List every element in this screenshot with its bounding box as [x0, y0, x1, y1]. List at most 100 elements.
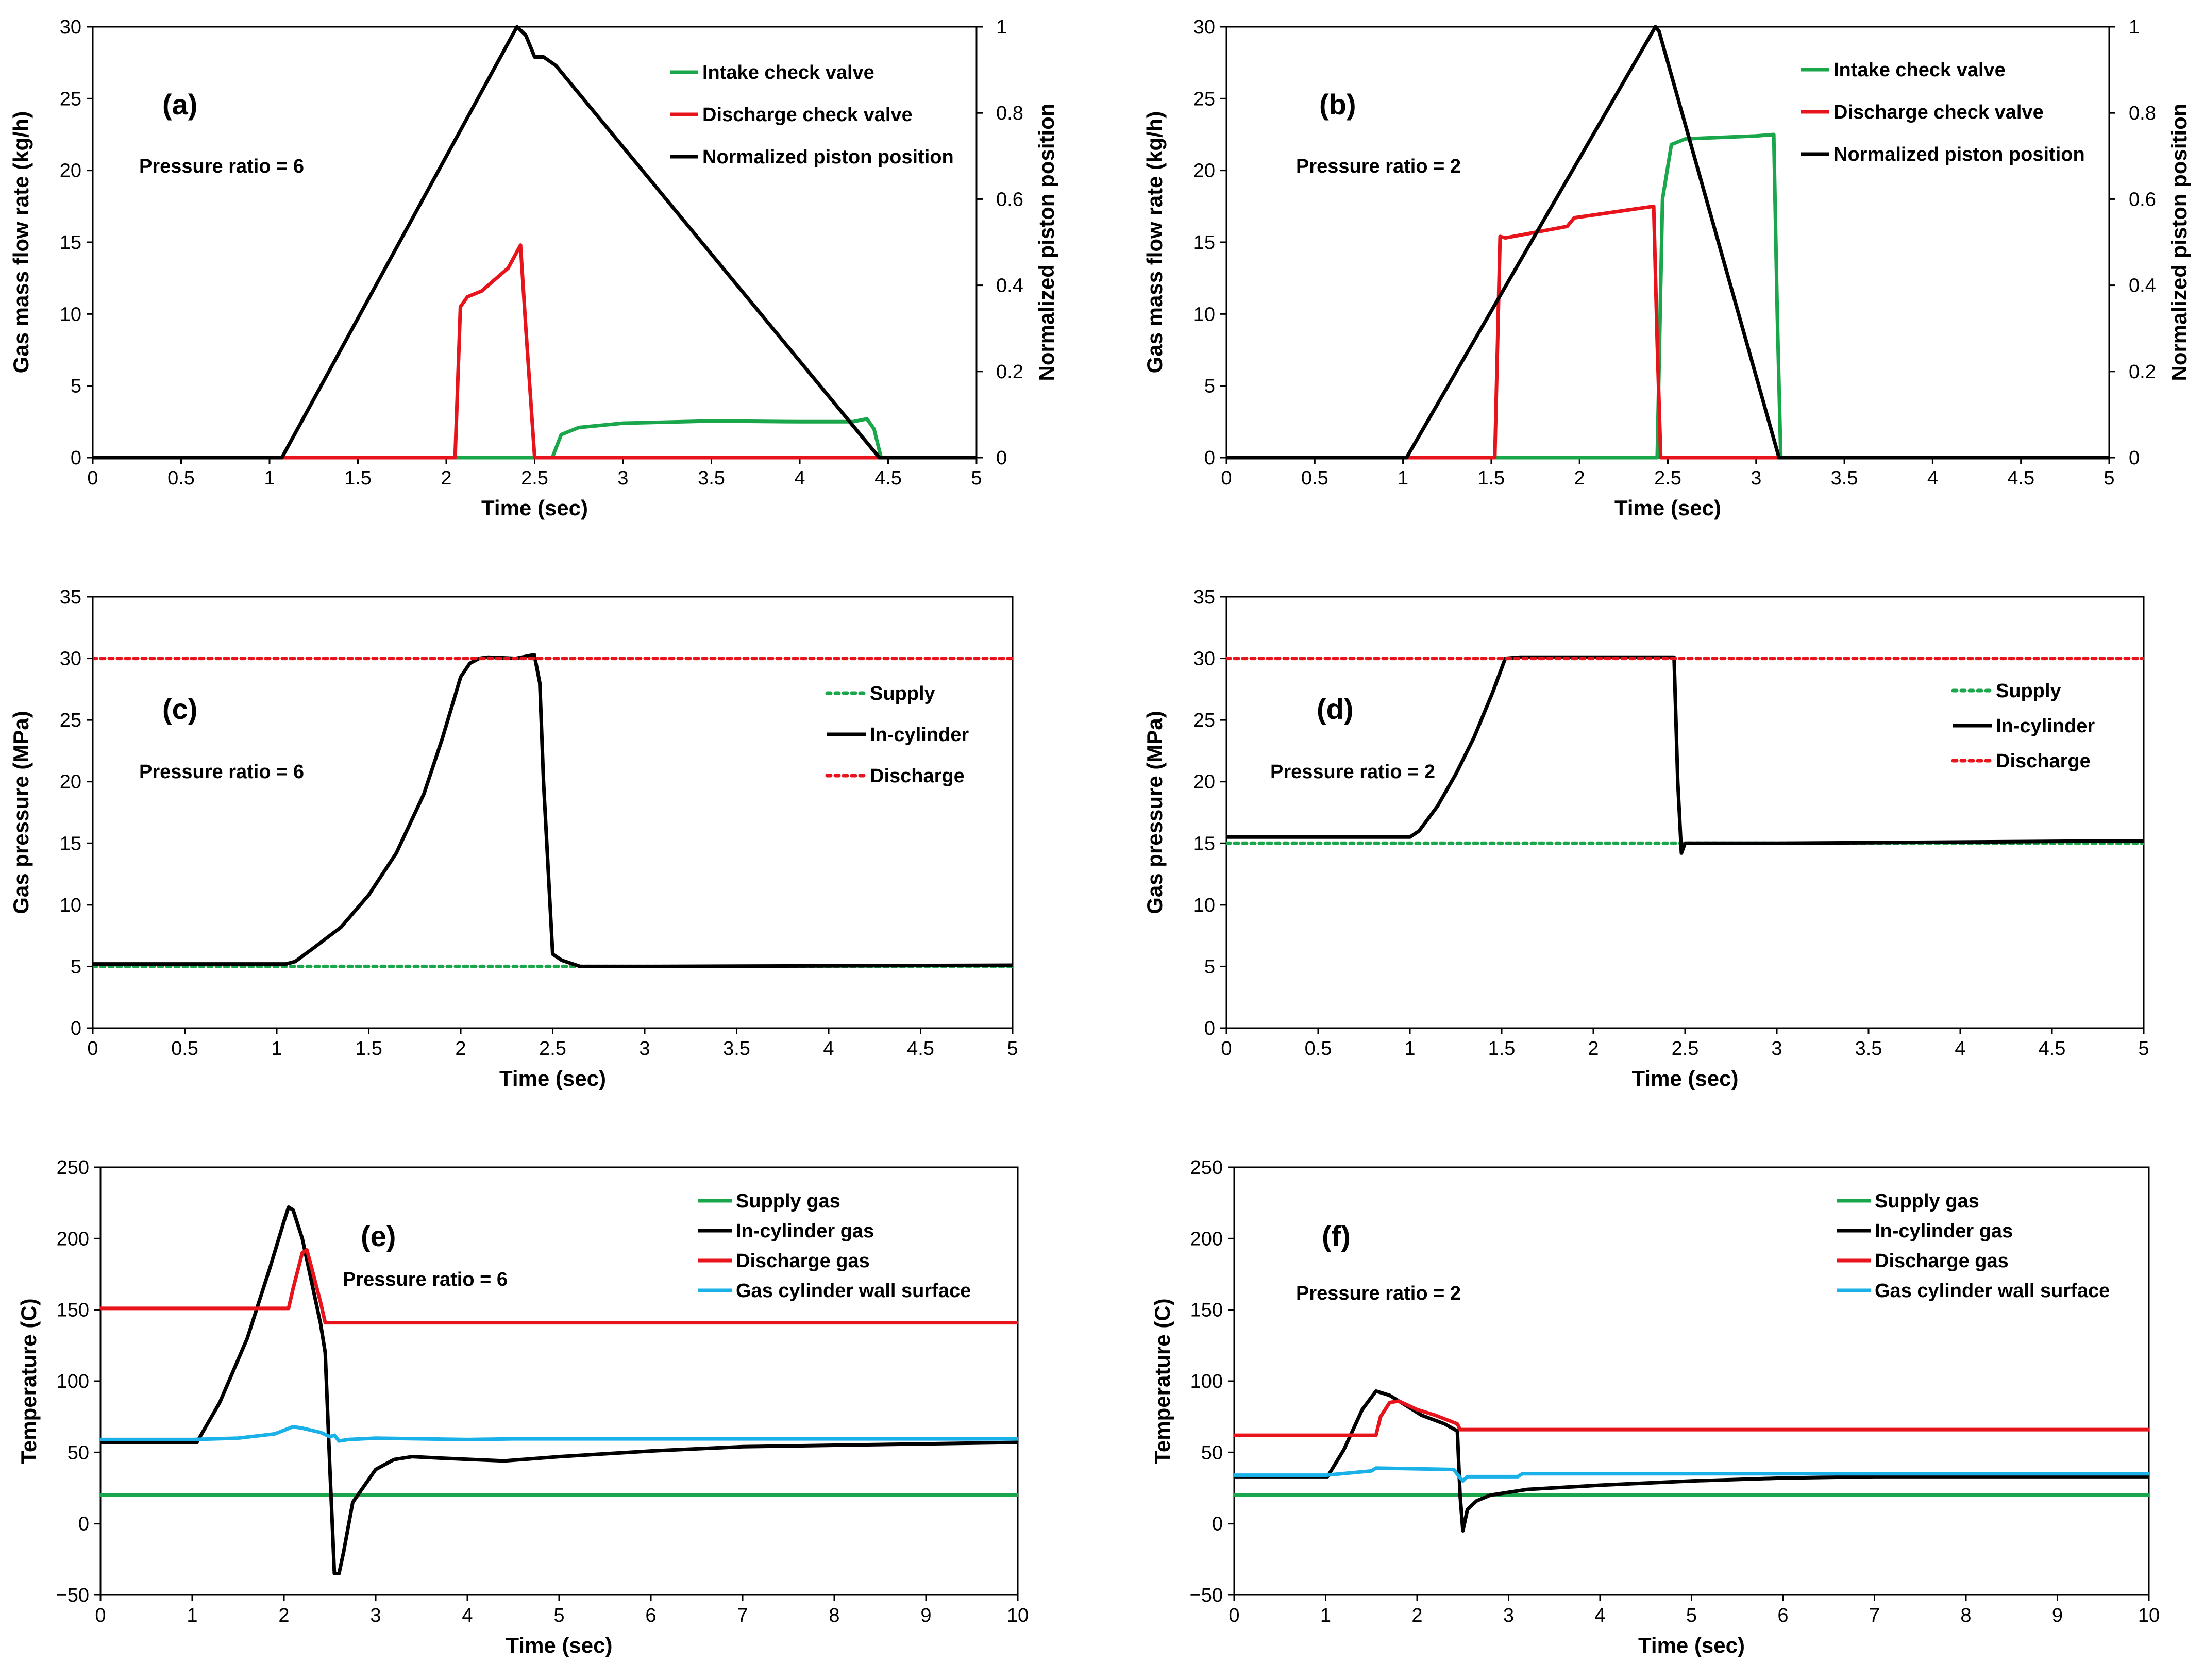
series-line-gas-cylinder-wall-surface: [100, 1425, 1018, 1443]
y-axis-label: Gas mass flow rate (kg/h): [9, 111, 33, 374]
y-tick-label: 10: [60, 895, 81, 916]
y-tick-label: 35: [1193, 586, 1215, 608]
legend-label: In-cylinder: [1996, 715, 2095, 737]
y2-tick-label: 0.4: [2129, 275, 2156, 297]
y-axis-label: Temperature (C): [1150, 1298, 1174, 1464]
legend-label: Discharge gas: [1875, 1250, 2009, 1272]
x-tick-label: 5: [971, 467, 982, 489]
y2-tick-label: 1: [996, 16, 1007, 38]
x-tick-label: 5: [1686, 1605, 1697, 1626]
y-tick-label: 25: [60, 88, 81, 110]
x-tick-label: 1: [187, 1605, 197, 1626]
y2-tick-label: 0: [996, 447, 1007, 469]
x-tick-label: 0.5: [1301, 467, 1328, 489]
series-line-in-cylinder: [93, 652, 1013, 968]
y-tick-label: 0: [71, 1018, 81, 1039]
x-tick-label: 0: [87, 467, 98, 489]
x-tick-label: 3: [370, 1605, 381, 1626]
pressure-ratio-annotation: Pressure ratio = 2: [1296, 1283, 1461, 1304]
legend-label: Normalized piston position: [702, 146, 954, 168]
x-tick-label: 5: [1007, 1038, 1018, 1060]
legend-label: Gas cylinder wall surface: [736, 1280, 971, 1302]
x-tick-label: 1.5: [355, 1038, 382, 1060]
y2-tick-label: 0.6: [2129, 189, 2156, 210]
series-line-gas-cylinder-wall-surface: [1234, 1466, 2149, 1483]
x-tick-label: 4: [462, 1605, 473, 1626]
y-tick-label: 100: [57, 1371, 89, 1392]
x-tick-label: 0: [95, 1605, 106, 1626]
x-tick-label: 3: [1751, 467, 1761, 489]
x-tick-label: 2: [278, 1605, 289, 1626]
legend-label: Gas cylinder wall surface: [1875, 1280, 2110, 1302]
series-line-discharge-check-valve: [1226, 204, 2109, 460]
y2-tick-label: 0.2: [2129, 361, 2156, 383]
legend: Supply gas In-cylinder gas Discharge gas Ga…: [698, 1190, 971, 1302]
x-tick-label: 7: [737, 1605, 748, 1626]
series-line-discharge-gas: [100, 1248, 1018, 1325]
panel-label: (b): [1319, 88, 1356, 121]
y-tick-label: 50: [68, 1442, 89, 1464]
plot-frame: [1225, 596, 2145, 1029]
x-tick-label: 0.5: [167, 467, 195, 489]
x-tick-label: 0: [1221, 1038, 1232, 1060]
x-axis-label: Time (sec): [481, 496, 588, 520]
pressure-ratio-annotation: Pressure ratio = 6: [343, 1269, 508, 1290]
pressure-ratio-annotation: Pressure ratio = 6: [139, 156, 304, 177]
y2-tick-label: 0.8: [2129, 103, 2156, 124]
y-tick-label: 100: [1190, 1371, 1223, 1392]
x-axis-label: Time (sec): [506, 1633, 613, 1657]
x-tick-label: 0: [87, 1038, 98, 1060]
x-tick-label: 4.5: [2007, 467, 2034, 489]
legend-label: Discharge: [870, 765, 965, 787]
x-tick-label: 3.5: [698, 467, 725, 489]
y-tick-label: 10: [1193, 304, 1215, 325]
legend-label: Discharge gas: [736, 1250, 870, 1272]
panel-label: (e): [361, 1220, 396, 1252]
y2-axis-label: Normalized piston position: [2167, 103, 2191, 381]
chart-panel-f: 0 1 2 3 4 5 6 7 8 9 10 −50 0 50 100 150 200 250 Time (sec)…: [1150, 1157, 2160, 1657]
legend: Supply In-cylinder Discharge: [825, 683, 969, 787]
legend-label: Discharge check valve: [1833, 102, 2044, 123]
x-tick-label: 2.5: [1654, 467, 1681, 489]
y-tick-label: 0: [1204, 447, 1215, 469]
x-tick-label: 2.5: [539, 1038, 566, 1060]
legend-label: Discharge check valve: [702, 104, 913, 126]
legend: Intake check valve Discharge check valve N…: [1801, 59, 2085, 165]
x-tick-label: 0.5: [171, 1038, 198, 1060]
y-tick-label: 5: [1204, 376, 1215, 397]
x-tick-label: 4.5: [874, 467, 902, 489]
y-tick-label: 0: [78, 1514, 89, 1535]
x-tick-label: 2: [441, 467, 451, 489]
y-tick-label: 30: [1193, 16, 1215, 38]
y-tick-label: 150: [1190, 1300, 1223, 1321]
y-tick-label: 15: [60, 232, 81, 254]
y-tick-label: 20: [1193, 160, 1215, 182]
y2-tick-label: 0.2: [996, 361, 1023, 383]
y-tick-label: −50: [1190, 1585, 1223, 1606]
y-tick-label: 35: [60, 586, 81, 608]
panel-label: (c): [162, 693, 197, 725]
x-tick-label: 2: [455, 1038, 466, 1060]
series-line-in-cylinder-gas: [100, 1205, 1018, 1575]
x-tick-label: 3: [639, 1038, 650, 1060]
y-tick-label: 250: [57, 1157, 89, 1179]
y-axis-label: Gas mass flow rate (kg/h): [1142, 111, 1167, 374]
y-tick-label: 15: [1193, 232, 1215, 254]
y-tick-label: 25: [1193, 710, 1215, 731]
pressure-ratio-annotation: Pressure ratio = 2: [1296, 156, 1461, 177]
legend-label: Normalized piston position: [1833, 144, 2085, 165]
y-tick-label: 5: [1204, 956, 1215, 978]
y-tick-label: 20: [60, 771, 81, 793]
x-tick-label: 3.5: [723, 1038, 750, 1060]
x-axis-label: Time (sec): [1614, 496, 1721, 520]
y-tick-label: 200: [1190, 1228, 1223, 1250]
legend-label: Supply gas: [1875, 1190, 1979, 1212]
x-tick-label: 1: [1404, 1038, 1415, 1060]
series-line-intake-check-valve: [1226, 132, 2109, 460]
x-tick-label: 2: [1574, 467, 1585, 489]
x-tick-label: 5: [553, 1605, 564, 1626]
x-tick-label: 1: [1320, 1605, 1331, 1626]
y-tick-label: 20: [1193, 771, 1215, 793]
y-tick-label: 5: [71, 376, 81, 397]
plot-frame: [99, 1166, 1019, 1596]
